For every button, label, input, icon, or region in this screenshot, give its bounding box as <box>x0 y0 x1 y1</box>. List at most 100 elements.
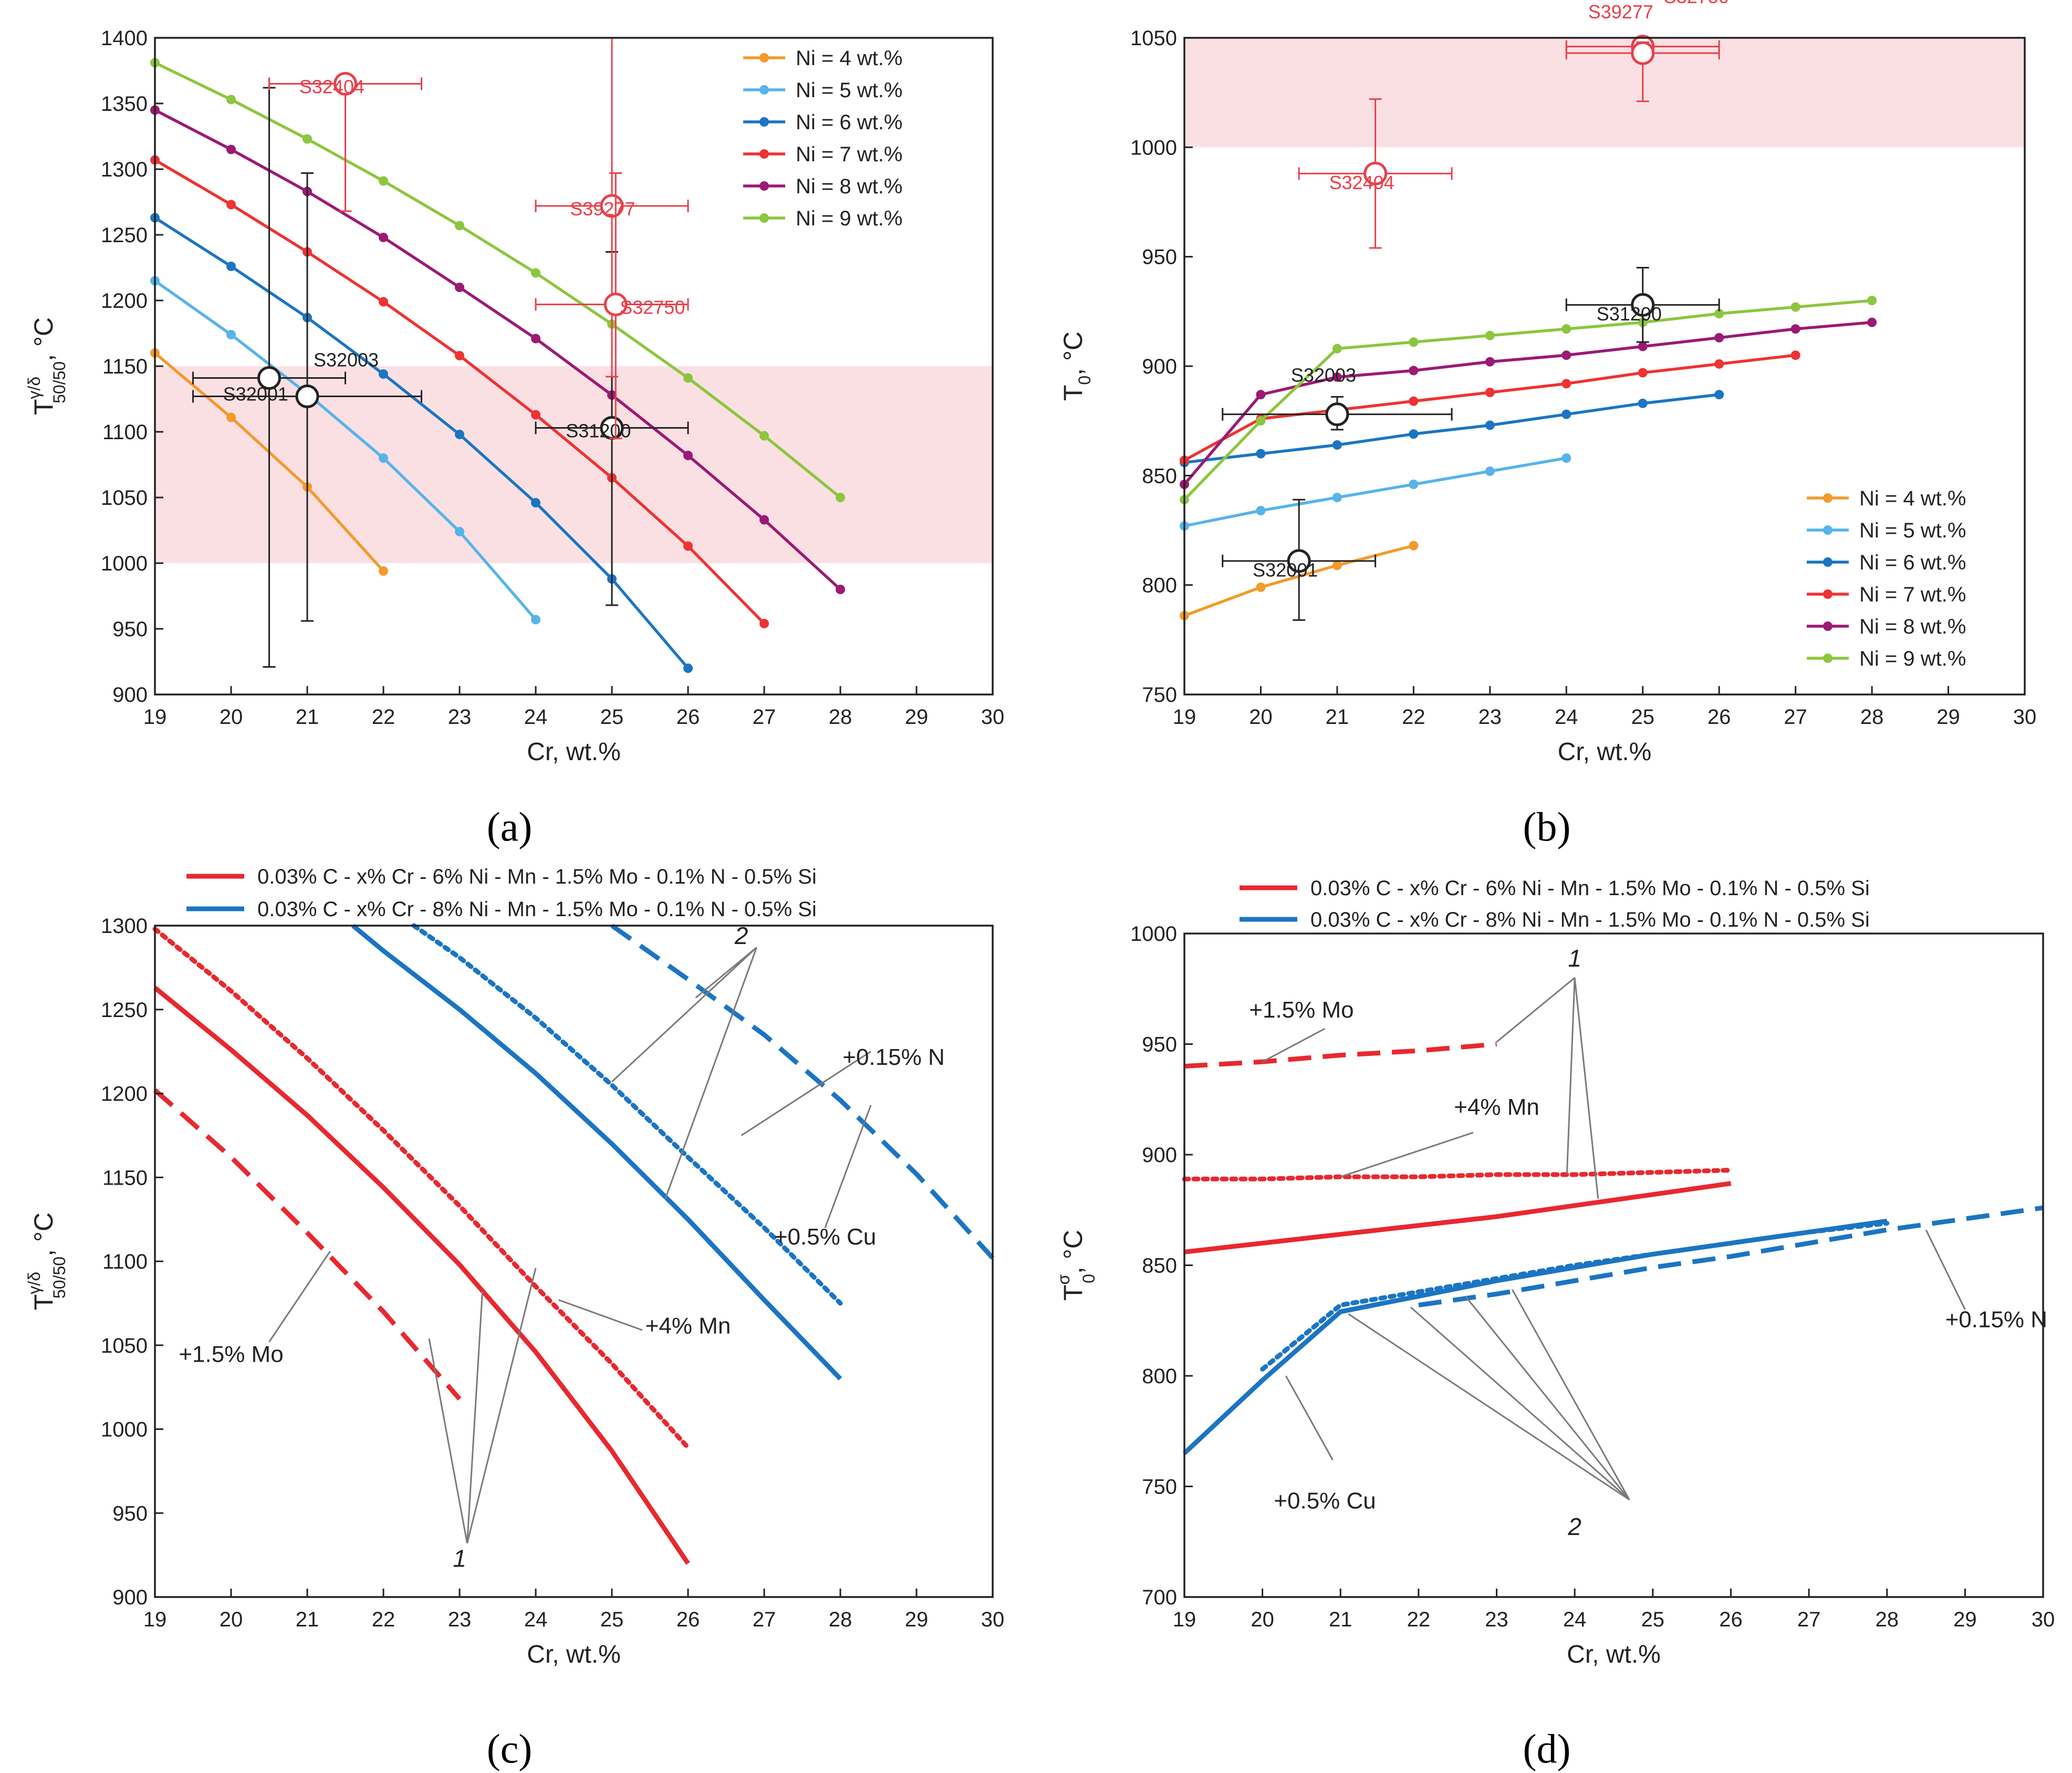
legend-swatch-dot-4 <box>759 181 769 191</box>
legend-label-1: Ni = 5 wt.% <box>1859 519 1966 542</box>
x-axis-label: Cr, wt.% <box>527 738 621 766</box>
x-tick-label-9: 28 <box>829 706 852 729</box>
data-point-4-4 <box>455 283 464 292</box>
series-line-3 <box>1182 1218 1888 1455</box>
annotation-label-3: +0.15% N <box>842 1044 944 1070</box>
series-line-1 <box>1184 1042 1497 1069</box>
data-point-2-7 <box>683 663 693 673</box>
leader-line-9 <box>664 947 757 1200</box>
x-tick-label-10: 29 <box>905 706 929 729</box>
panel-c-chart: +1.5% Mo +4% Mn +0.5% Cu +0.15% N 1 2 19 20 21 22… <box>25 865 1004 1668</box>
legend-label-3: Ni = 7 wt.% <box>796 143 902 166</box>
x-tick-label-0: 19 <box>143 706 167 729</box>
legend-label-5: Ni = 9 wt.% <box>1859 647 1966 670</box>
data-point-1-4 <box>455 527 464 536</box>
marker-point-0 <box>1287 549 1311 573</box>
y-tick-label-1: 750 <box>1142 1476 1177 1499</box>
x-tick-label-5: 24 <box>524 1608 548 1631</box>
x-tick-label-3: 22 <box>1407 1608 1431 1631</box>
data-point-5-2 <box>303 134 312 144</box>
x-tick-label-8: 27 <box>1784 706 1807 729</box>
panel-label-d: (d) <box>1523 1726 1571 1771</box>
marker-point-2 <box>1631 293 1655 317</box>
y-tick-label-4: 1100 <box>102 1250 148 1273</box>
data-point-4-5 <box>531 334 540 344</box>
series-line-2 <box>1182 1167 1733 1181</box>
y-tick-label-2: 850 <box>1142 464 1177 488</box>
series-line-1 <box>1184 457 1567 527</box>
y-tick-label-6: 1200 <box>101 1083 148 1106</box>
x-tick-label-10: 29 <box>1936 706 1960 729</box>
data-point-2-3 <box>1409 429 1419 439</box>
leader-line-1 <box>1340 1132 1474 1178</box>
data-point-3-6 <box>1638 368 1648 378</box>
data-point-4-7 <box>683 451 693 460</box>
data-point-5-7 <box>683 373 693 383</box>
x-tick-label-2: 21 <box>296 1608 319 1631</box>
legend-swatch-dot-2 <box>1823 557 1832 567</box>
marker-point-5 <box>603 293 628 316</box>
series-line-2 <box>1184 393 1720 464</box>
data-point-5-4 <box>455 221 464 231</box>
annotation-label-1: +4% Mn <box>645 1313 731 1339</box>
data-point-2-5 <box>531 498 540 507</box>
y-tick-label-3: 850 <box>1142 1254 1177 1278</box>
legend-label-2: Ni = 6 wt.% <box>1859 551 1966 574</box>
leader-line-3 <box>741 1051 871 1136</box>
data-point-4-7 <box>1714 333 1724 343</box>
panel-label-c: (c) <box>487 1726 533 1771</box>
x-tick-label-1: 20 <box>220 706 243 729</box>
data-point-1-3 <box>1409 480 1419 489</box>
y-tick-label-0: 900 <box>112 1586 148 1609</box>
y-tick-label-6: 1050 <box>1130 27 1177 50</box>
x-tick-label-8: 27 <box>1797 1608 1821 1631</box>
data-point-0-3 <box>379 566 388 576</box>
data-point-5-5 <box>1561 324 1571 334</box>
legend-swatch-dot-1 <box>1823 525 1832 535</box>
annotation-label-5: 2 <box>734 922 748 949</box>
x-tick-label-9: 28 <box>829 1608 852 1631</box>
x-tick-label-10: 29 <box>905 1608 929 1631</box>
x-tick-label-9: 28 <box>1860 706 1884 729</box>
x-tick-label-8: 27 <box>753 706 776 729</box>
leader-line-8 <box>695 947 757 999</box>
data-point-4-8 <box>759 515 769 525</box>
legend-label-2: Ni = 6 wt.% <box>796 111 902 134</box>
data-point-4-2 <box>1332 372 1342 382</box>
x-tick-label-6: 25 <box>600 1608 624 1631</box>
leader-line-0 <box>268 1250 331 1343</box>
leader-line-4 <box>428 1338 468 1544</box>
y-tick-label-9: 1350 <box>101 92 148 116</box>
data-point-1-1 <box>226 330 236 339</box>
legend-label-3: Ni = 7 wt.% <box>1859 583 1966 606</box>
leader-line-0 <box>1262 1028 1326 1063</box>
data-point-2-5 <box>1561 409 1571 419</box>
data-point-3-3 <box>379 297 388 307</box>
legend-label-0: 0.03% C - x% Cr - 6% Ni - Mn - 1.5% Mo -… <box>1310 877 1870 900</box>
x-tick-label-1: 20 <box>1249 706 1273 729</box>
y-tick-label-2: 1000 <box>101 552 148 575</box>
y-tick-label-5: 1150 <box>102 355 148 378</box>
data-point-3-4 <box>1485 388 1495 397</box>
y-tick-label-0: 700 <box>1142 1586 1177 1609</box>
data-point-1-5 <box>531 615 540 625</box>
x-tick-label-0: 19 <box>143 1608 167 1631</box>
marker-label-3: S32404 <box>1329 172 1394 193</box>
y-tick-label-1: 950 <box>112 1502 148 1525</box>
data-point-1-5 <box>1561 453 1571 463</box>
data-point-4-6 <box>1638 341 1648 351</box>
marker-label-4: S39277 <box>1588 1 1653 23</box>
data-point-2-2 <box>1332 440 1342 450</box>
series-line-2 <box>152 926 691 1450</box>
series-line-4 <box>411 923 843 1306</box>
data-point-5-8 <box>759 431 769 441</box>
legend-swatch-dot-1 <box>759 85 769 95</box>
x-tick-label-6: 25 <box>1631 706 1654 729</box>
data-point-0-2 <box>1332 561 1342 571</box>
annotation-label-4: 1 <box>453 1544 466 1572</box>
series-line-1 <box>154 279 537 621</box>
x-tick-label-9: 28 <box>1875 1608 1899 1631</box>
x-tick-label-7: 26 <box>676 1608 700 1631</box>
legend-label-0: Ni = 4 wt.% <box>1859 487 1966 510</box>
